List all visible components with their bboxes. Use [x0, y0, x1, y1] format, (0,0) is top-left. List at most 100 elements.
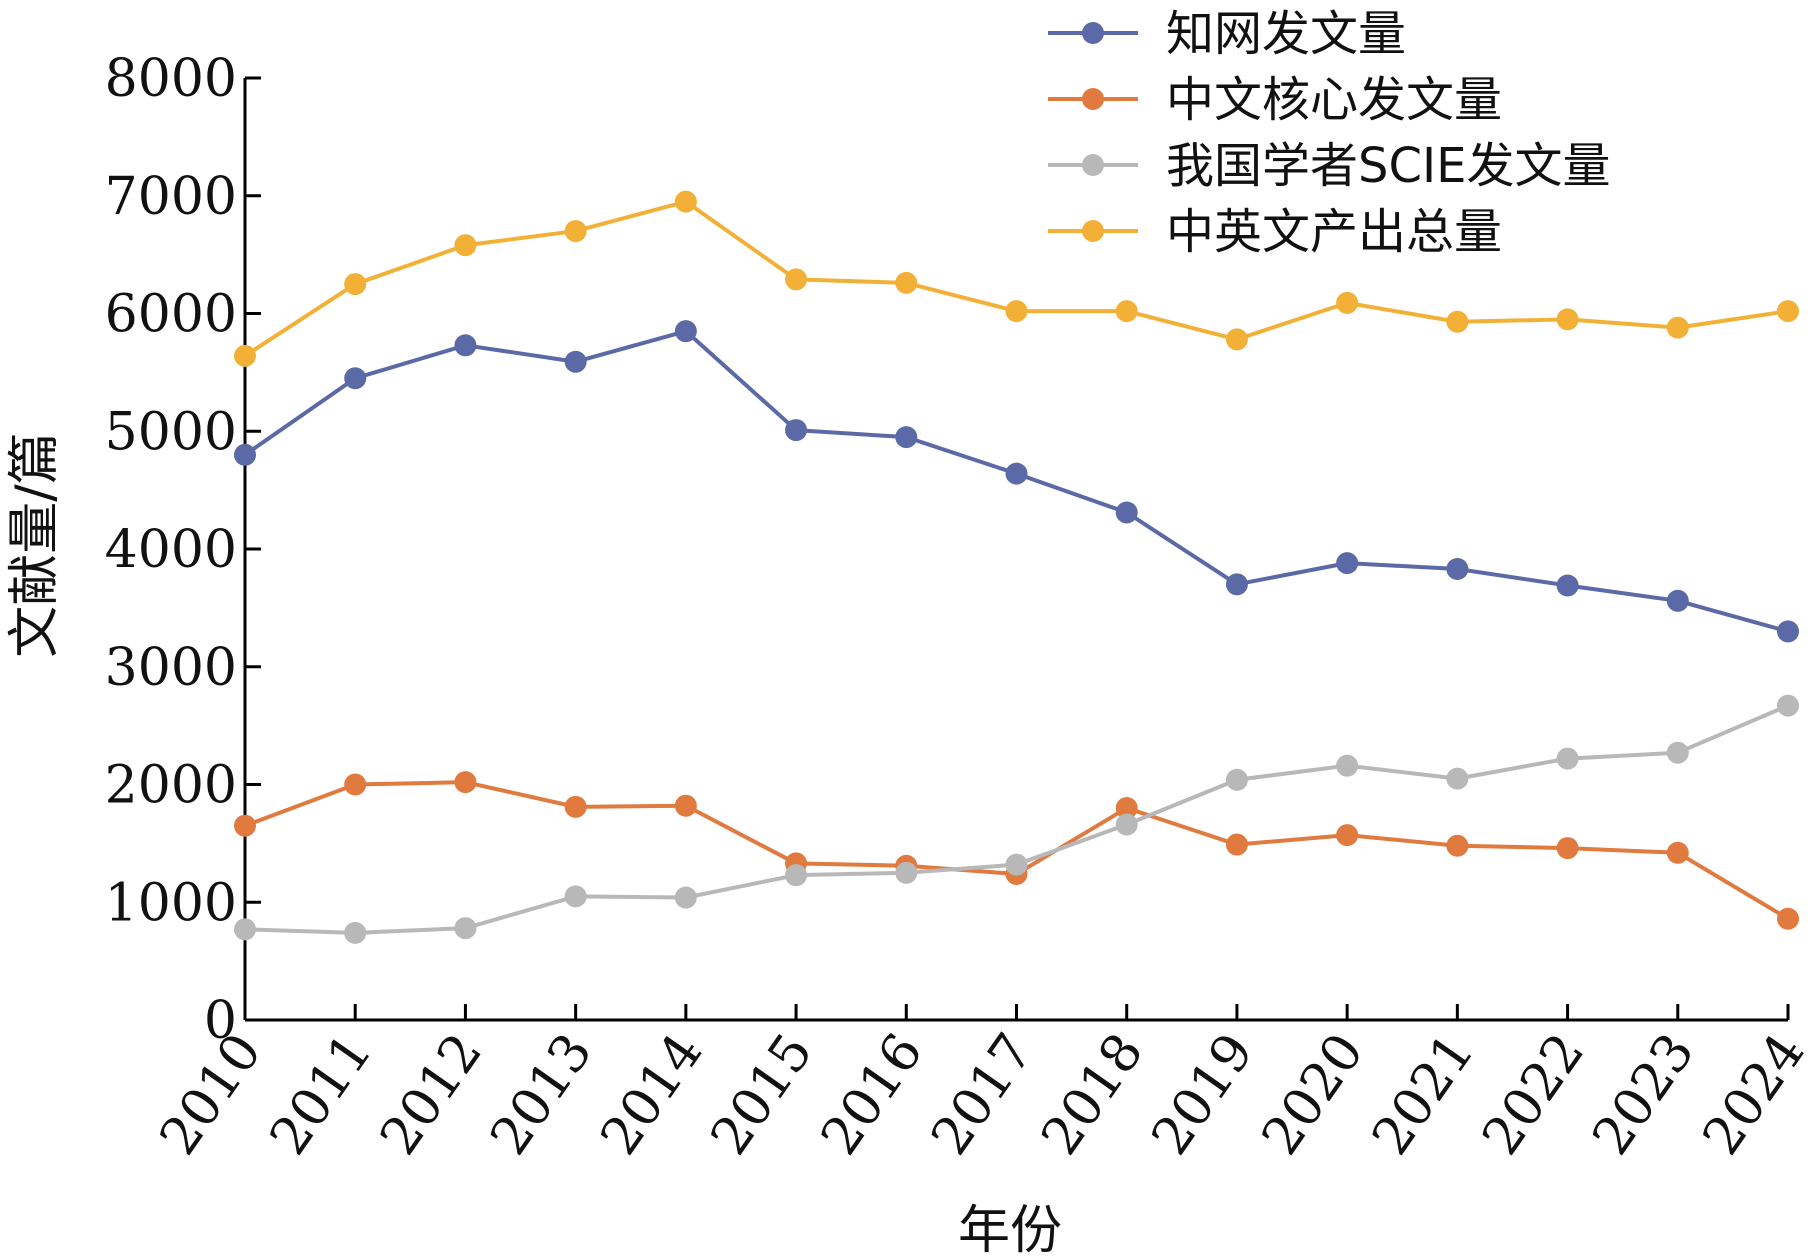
x-tick-label: 2023: [1581, 1023, 1706, 1166]
data-point: [564, 795, 587, 818]
x-tick-label: 2024: [1692, 1023, 1814, 1166]
data-point: [234, 344, 256, 367]
data-point: [1115, 797, 1138, 820]
data-point: [785, 268, 808, 291]
legend-item: 中英文产出总量: [1048, 204, 1502, 260]
data-point: [1446, 767, 1469, 790]
series-2: [234, 694, 1799, 944]
y-axis-ticks: 0 1000 2000 3000 4000 5000 6000 7000 8000: [105, 49, 261, 1051]
y-tick-label: 7000: [105, 167, 237, 227]
y-tick-label: 3000: [105, 638, 237, 698]
data-point: [344, 273, 367, 296]
x-axis-title: 年份: [958, 1201, 1062, 1257]
data-point: [1446, 310, 1469, 333]
y-tick-label: 6000: [105, 285, 237, 345]
series-0: [234, 320, 1799, 643]
data-point: [674, 794, 697, 817]
series-line: [244, 780, 1790, 921]
data-point: [1005, 462, 1028, 485]
series-1: [234, 771, 1799, 930]
data-point: [234, 814, 256, 837]
data-point: [1556, 308, 1579, 331]
y-tick-label: 1000: [105, 873, 237, 933]
data-point: [1666, 589, 1689, 612]
data-point: [564, 350, 587, 373]
data-point: [1556, 747, 1579, 770]
data-point: [1336, 552, 1359, 575]
data-point: [454, 771, 477, 794]
data-point: [785, 864, 808, 887]
data-point: [895, 271, 918, 294]
data-point: [1115, 501, 1138, 524]
data-point: [1115, 813, 1138, 836]
x-tick-label: 2021: [1361, 1023, 1486, 1166]
data-point: [454, 234, 477, 257]
data-point: [1556, 574, 1579, 597]
x-tick-label: 2019: [1141, 1023, 1266, 1166]
data-point: [454, 917, 477, 940]
x-tick-label: 2017: [920, 1023, 1045, 1166]
legend-marker: [1082, 88, 1104, 110]
data-point: [674, 886, 697, 909]
x-tick-label: 2011: [259, 1023, 384, 1166]
x-tick-label: 2018: [1030, 1023, 1155, 1166]
data-point: [674, 320, 697, 343]
data-point: [1336, 754, 1359, 777]
data-point: [1225, 573, 1248, 596]
legend-label: 我国学者SCIE发文量: [1166, 138, 1610, 194]
x-tick-label: 2015: [700, 1023, 825, 1166]
data-point: [564, 885, 587, 908]
y-tick-label: 0: [204, 991, 237, 1051]
data-point: [1666, 316, 1689, 339]
data-point: [1446, 834, 1469, 857]
data-point: [234, 918, 256, 941]
x-tick-label: 2014: [589, 1023, 714, 1166]
legend-item: 知网发文量: [1048, 6, 1406, 62]
y-tick-label: 4000: [105, 520, 237, 580]
data-point: [344, 921, 367, 944]
x-tick-label: 2016: [810, 1023, 935, 1166]
data-point: [1115, 300, 1138, 323]
data-point: [1336, 824, 1359, 847]
data-point: [1666, 741, 1689, 764]
y-tick-label: 8000: [105, 49, 237, 109]
x-tick-label: 2010: [149, 1023, 274, 1166]
y-tick-label: 2000: [105, 756, 237, 816]
data-point: [895, 426, 918, 449]
legend-item: 中文核心发文量: [1048, 72, 1502, 128]
y-axis-title: 文献量/篇: [5, 432, 65, 658]
data-point: [785, 419, 808, 442]
data-point: [1005, 300, 1028, 323]
legend-marker: [1082, 220, 1104, 242]
legend-label: 知网发文量: [1166, 6, 1406, 62]
data-point: [1666, 841, 1689, 864]
data-point: [1777, 620, 1799, 643]
data-point: [1336, 291, 1359, 314]
data-point: [1225, 328, 1248, 351]
data-point: [234, 443, 256, 466]
x-tick-label: 2012: [369, 1023, 494, 1166]
legend-label: 中英文产出总量: [1166, 204, 1502, 260]
legend-label: 中文核心发文量: [1166, 72, 1502, 128]
x-axis-ticks: 2010201120122013201420152016201720182019…: [149, 1004, 1814, 1166]
data-point: [1777, 300, 1799, 323]
series-3: [234, 190, 1799, 367]
x-tick-label: 2020: [1251, 1023, 1376, 1166]
legend-item: 我国学者SCIE发文量: [1048, 138, 1610, 194]
data-point: [1777, 694, 1799, 717]
data-point: [344, 773, 367, 796]
legend-marker: [1082, 154, 1104, 176]
data-point: [1225, 768, 1248, 791]
data-point: [344, 367, 367, 390]
x-tick-label: 2022: [1471, 1023, 1596, 1166]
data-point: [1446, 558, 1469, 581]
data-point: [454, 334, 477, 357]
data-point: [1556, 837, 1579, 860]
data-point: [1005, 853, 1028, 876]
legend-marker: [1082, 22, 1104, 44]
series-line: [244, 703, 1789, 935]
data-point: [895, 861, 918, 884]
